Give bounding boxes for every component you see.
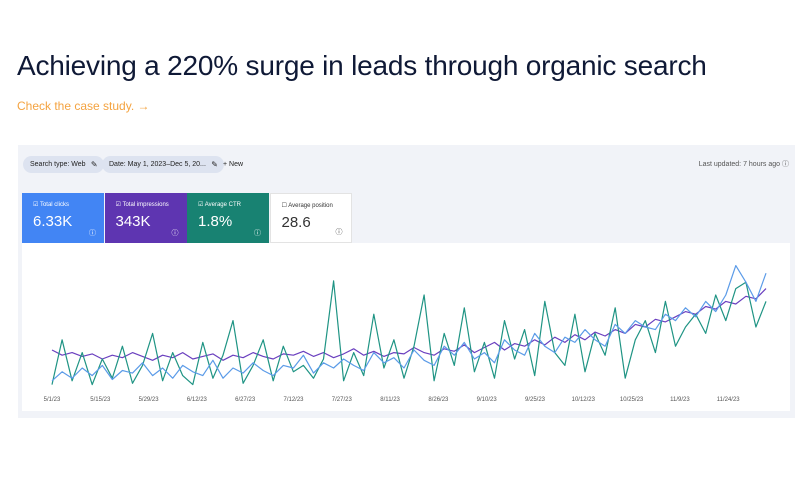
new-button[interactable]: + New (223, 161, 244, 168)
help-icon: ⓘ (335, 229, 343, 236)
metric-label: Average position (282, 202, 351, 209)
chip[interactable]: Search type: Web (23, 156, 104, 173)
metric-value: 28.6 (281, 214, 311, 231)
x-tick-label: 5/1/23 (44, 397, 61, 403)
help-icon: ⓘ (171, 230, 179, 237)
x-tick-label: 10/12/23 (572, 397, 596, 403)
metric-card[interactable]: Average position 28.6 ⓘ (269, 193, 352, 243)
x-tick-label: 10/25/23 (620, 397, 644, 403)
metric-label: Total clicks (33, 201, 104, 208)
metric-card[interactable]: Total clicks 6.33K ⓘ (22, 193, 104, 243)
metric-label: Average CTR (198, 201, 269, 208)
search-console-panel: Search type: Web Date: May 1, 2023–Dec 5… (18, 145, 795, 418)
updated-text: Last updated: 7 hours ago (698, 161, 781, 168)
chart-bg (22, 243, 790, 411)
x-tick-label: 6/27/23 (235, 397, 256, 403)
case-study-link[interactable]: Check the case study. → (17, 99, 150, 113)
headline: Achieving a 220% surge in leads through … (17, 50, 707, 81)
x-tick-label: 8/11/23 (380, 397, 400, 403)
metric-card[interactable]: Total impressions 343K ⓘ (104, 193, 187, 243)
metric-value: 343K (115, 213, 151, 230)
series-line (51, 265, 767, 382)
help-icon: ⓘ (89, 230, 96, 237)
last-updated: Last updated: 7 hours ago ⓘ (698, 161, 789, 168)
series-line (51, 280, 767, 386)
chip[interactable]: Date: May 1, 2023–Dec 5, 20... (102, 156, 224, 173)
chart: 5/1/23 5/15/23 5/29/23 6/12/23 6/27/23 7/12/2… (44, 265, 767, 403)
x-tick-label: 6/12/23 (187, 397, 208, 403)
x-tick-label: 5/15/23 (90, 397, 111, 403)
metric-label: Total impressions (116, 201, 187, 208)
metric-value: 1.8% (198, 213, 233, 230)
new-label: New (229, 161, 244, 168)
help-icon: ⓘ (254, 230, 261, 237)
x-tick-label: 7/12/23 (283, 397, 304, 403)
x-tick-label: 5/29/23 (139, 397, 160, 403)
x-tick-label: 7/27/23 (332, 397, 353, 403)
x-tick-label: 8/26/23 (428, 397, 449, 403)
metric-value: 6.33K (33, 213, 73, 230)
x-tick-label: 9/25/23 (525, 397, 546, 403)
metric-card[interactable]: Average CTR 1.8% ⓘ (187, 193, 269, 243)
x-tick-label: 11/9/23 (670, 397, 690, 403)
x-tick-label: 9/10/23 (477, 397, 498, 403)
x-tick-label: 11/24/23 (717, 397, 741, 403)
